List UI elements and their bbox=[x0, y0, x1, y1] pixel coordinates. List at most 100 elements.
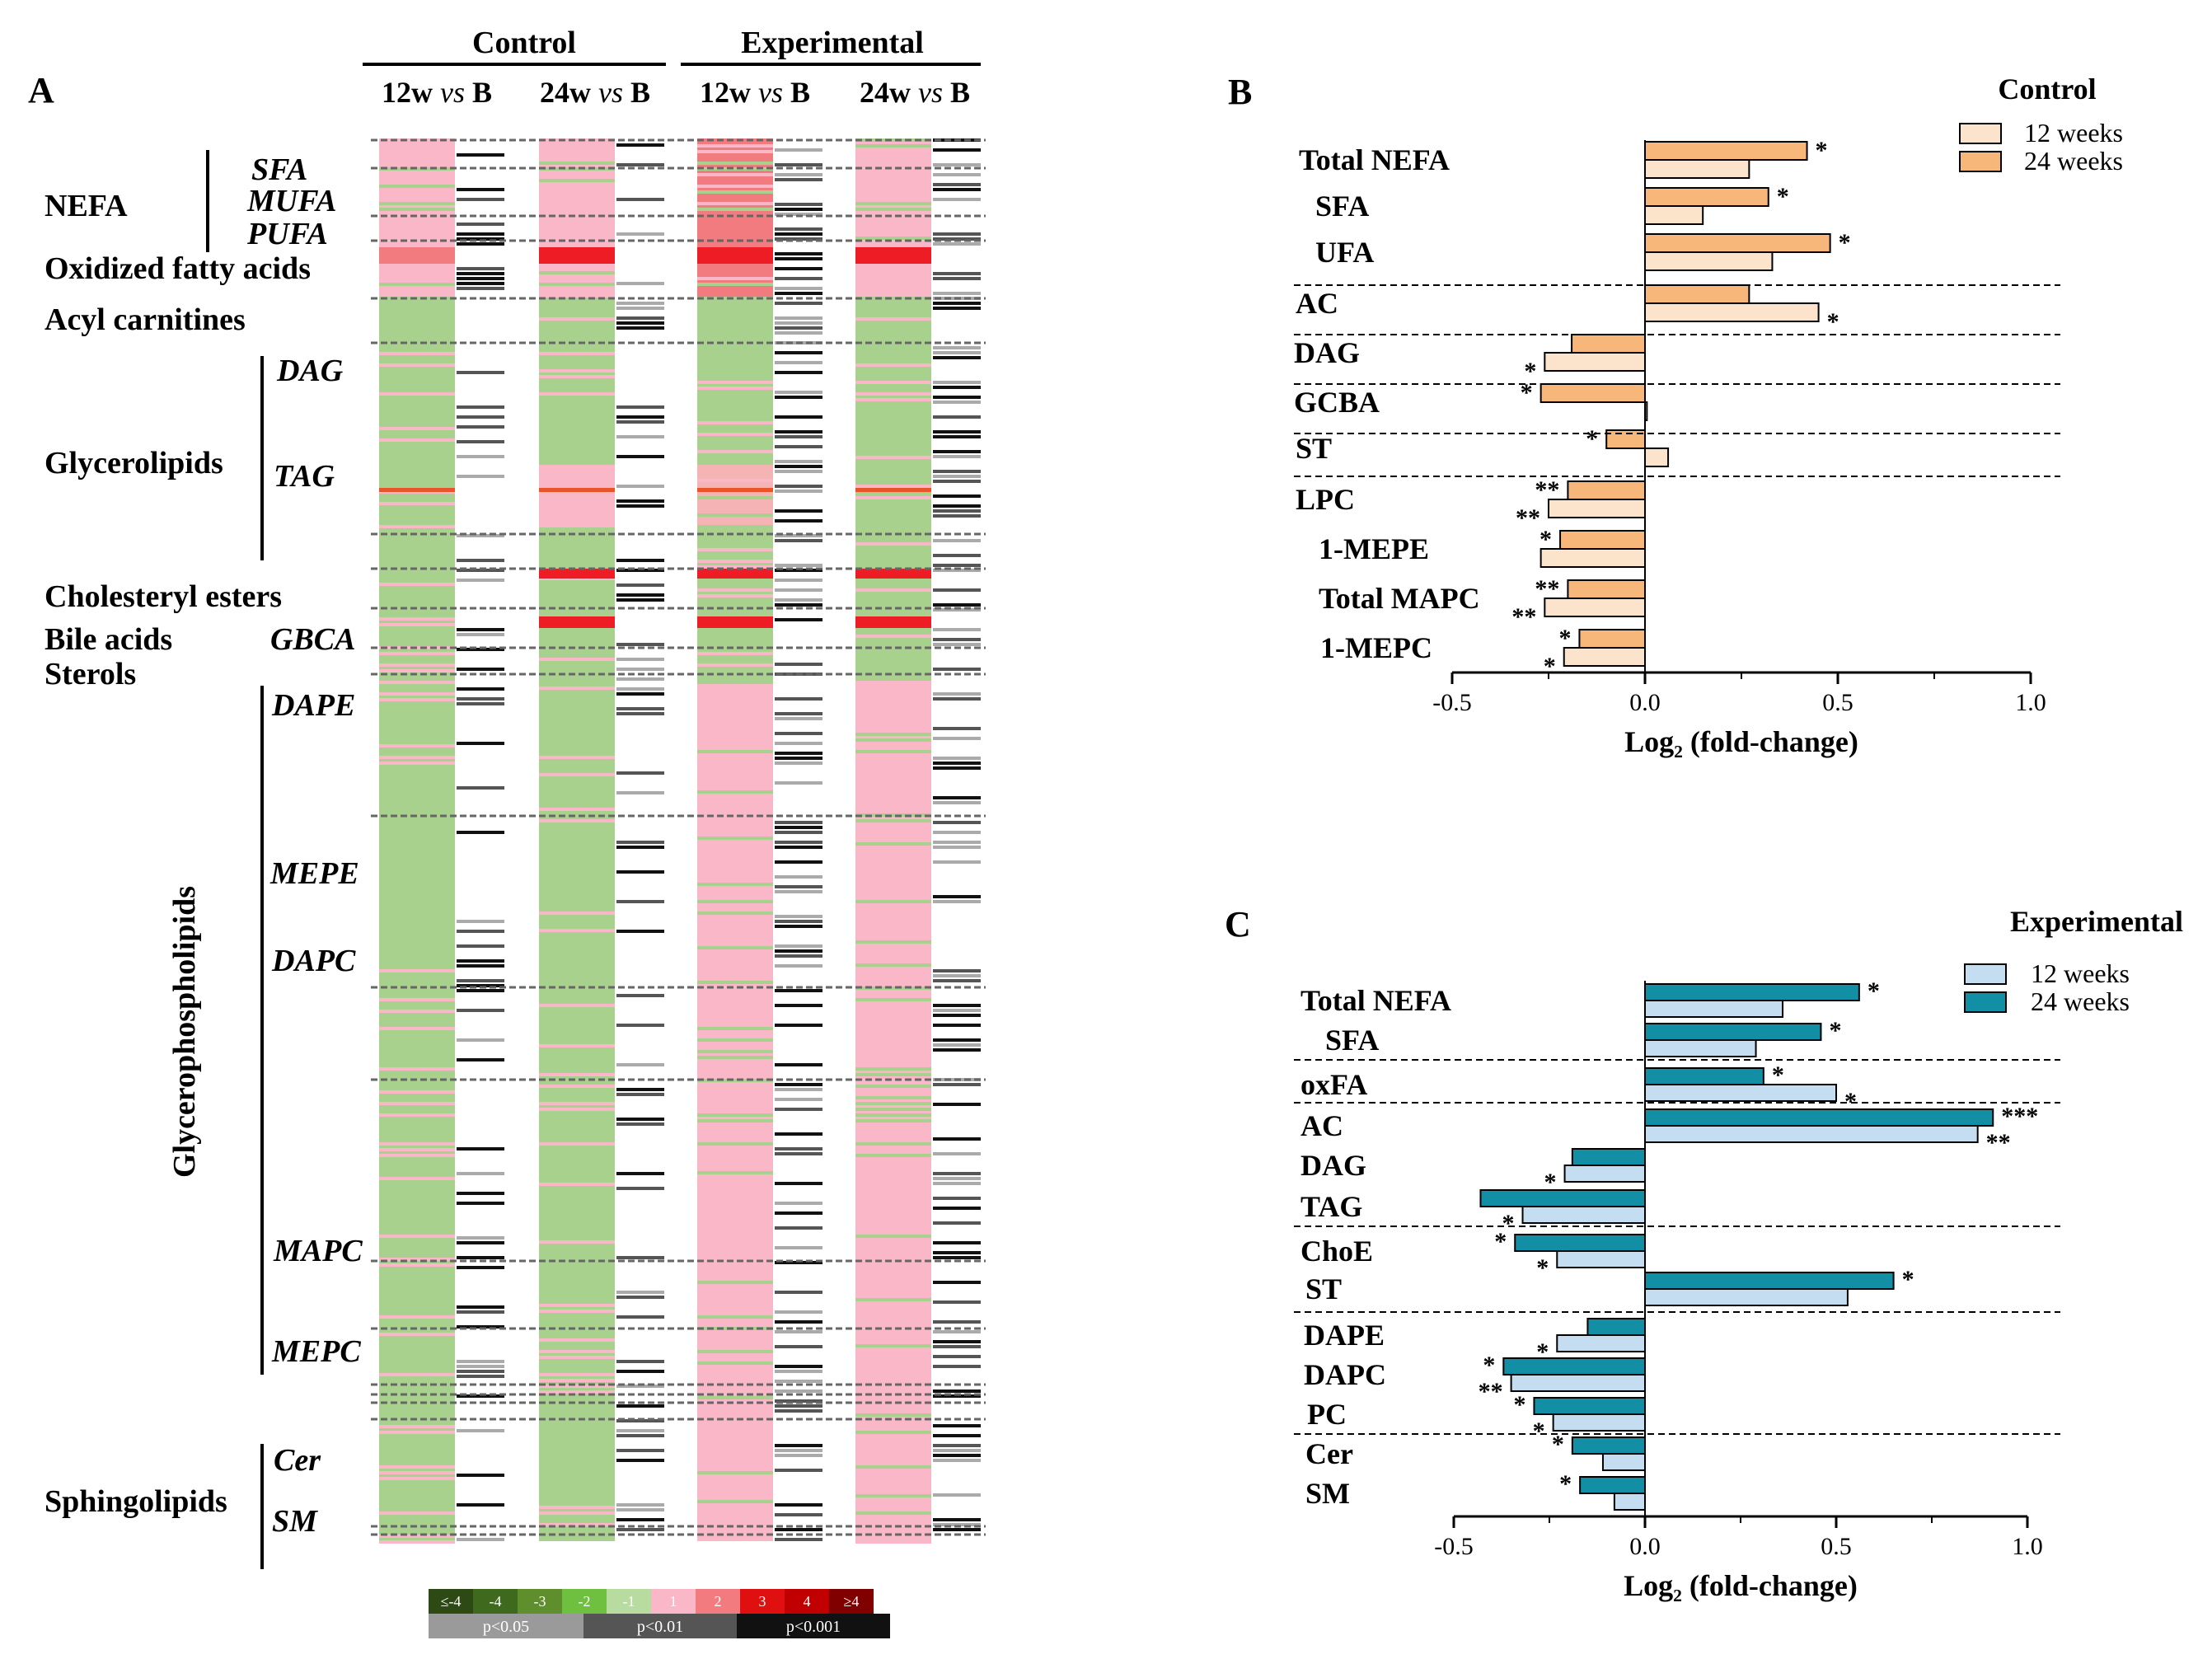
bar-24-weeks bbox=[1559, 530, 1647, 550]
legend-color-swatch bbox=[829, 1589, 874, 1614]
significance-label: * bbox=[1494, 1228, 1507, 1255]
col-header-control-24w: 24w vs B bbox=[540, 76, 650, 109]
significance-label: * bbox=[1816, 137, 1828, 164]
x-tick-label: 0.5 bbox=[1821, 1533, 1852, 1560]
legend-color-swatch bbox=[696, 1589, 740, 1614]
bar-12-weeks bbox=[1644, 1288, 1849, 1306]
category-label: DAPE bbox=[1304, 1319, 1385, 1352]
significance-label: * bbox=[1536, 1254, 1549, 1282]
bar-12-weeks bbox=[1521, 1206, 1647, 1224]
legend-color-swatch bbox=[607, 1589, 651, 1614]
bar-12-weeks bbox=[1644, 251, 1774, 271]
legend-pvalue-swatch bbox=[583, 1614, 737, 1638]
bar-24-weeks bbox=[1571, 334, 1646, 354]
bar-12-weeks bbox=[1644, 1084, 1837, 1102]
significance-label: * bbox=[1844, 1088, 1857, 1115]
bar-24-weeks bbox=[1644, 233, 1831, 253]
significance-label: * bbox=[1902, 1266, 1914, 1293]
legend-color-swatch bbox=[518, 1589, 562, 1614]
category-label: UFA bbox=[1315, 236, 1374, 269]
legend-pvalue-swatch bbox=[429, 1614, 583, 1638]
significance-label: * bbox=[1559, 1470, 1572, 1497]
panel-c-legend-12w-label: 12 weeks bbox=[2031, 958, 2130, 988]
label-tag: TAG bbox=[274, 459, 335, 494]
category-label: SM bbox=[1305, 1477, 1350, 1510]
significance-label: ** bbox=[1479, 1378, 1503, 1405]
x-axis-label: Log₂ (fold-change) bbox=[1624, 725, 1858, 758]
legend-color-label: -4 bbox=[490, 1593, 502, 1610]
bar-12-weeks bbox=[1644, 1000, 1784, 1018]
bar-24-weeks bbox=[1644, 1108, 1994, 1127]
bar-24-weeks bbox=[1644, 187, 1769, 207]
category-label: SFA bbox=[1315, 190, 1369, 223]
label-gbca: GBCA bbox=[270, 622, 355, 657]
bar-12-weeks bbox=[1563, 647, 1646, 667]
label-mepe: MEPE bbox=[269, 856, 359, 891]
x-tick-label: 0.0 bbox=[1629, 1533, 1661, 1560]
legend-color-swatch bbox=[785, 1589, 829, 1614]
bar-24-weeks bbox=[1579, 1476, 1646, 1494]
label-bile-acids: Bile acids bbox=[45, 622, 172, 657]
bar-12-weeks bbox=[1556, 1250, 1647, 1268]
category-label: Total NEFA bbox=[1299, 143, 1450, 176]
legend-color-label: 3 bbox=[759, 1593, 766, 1610]
label-pufa: PUFA bbox=[246, 217, 328, 251]
label-oxidized-fatty-acids: Oxidized fatty acids bbox=[45, 251, 311, 286]
significance-label: ** bbox=[1535, 575, 1559, 602]
bar-12-weeks bbox=[1644, 448, 1670, 467]
significance-label: * bbox=[1533, 1418, 1545, 1445]
label-sterols: Sterols bbox=[45, 657, 136, 691]
bar-12-weeks bbox=[1552, 1413, 1647, 1432]
label-dag: DAG bbox=[276, 354, 344, 388]
legend-color-swatch bbox=[562, 1589, 607, 1614]
panel-b: B Control 12 weeks 24 weeks * Total NEFA *… bbox=[1228, 72, 2123, 758]
label-glycerophospholipids: Glycerophospholipids bbox=[167, 886, 202, 1178]
legend-color-label: 1 bbox=[670, 1593, 677, 1610]
label-mufa: MUFA bbox=[246, 184, 336, 218]
bar-12-weeks bbox=[1613, 1493, 1647, 1511]
category-label: 1-MEPE bbox=[1319, 532, 1429, 565]
category-label: DAPC bbox=[1304, 1358, 1386, 1391]
category-label: Cer bbox=[1305, 1437, 1353, 1470]
significance-label: * bbox=[1777, 183, 1789, 210]
x-axis-label: Log₂ (fold-change) bbox=[1624, 1569, 1858, 1602]
legend-color-label: -3 bbox=[534, 1593, 546, 1610]
x-tick-label: 1.0 bbox=[2012, 1533, 2043, 1560]
x-tick-label: 0.0 bbox=[1629, 689, 1661, 716]
significance-label: * bbox=[1483, 1352, 1495, 1379]
header-control: Control bbox=[472, 26, 576, 60]
bar-24-weeks bbox=[1586, 1318, 1647, 1336]
heatmap bbox=[371, 138, 986, 1544]
bar-24-weeks bbox=[1644, 1023, 1822, 1041]
legend-color-label: 4 bbox=[804, 1593, 811, 1610]
heatmap-color-legend: ≤-4 -4 -3 -2 -1 1 2 3 4 ≥4 p<0.05 p<0.01 p<0.001 bbox=[429, 1589, 890, 1638]
category-label: PC bbox=[1307, 1398, 1347, 1431]
panel-b-legend-12w-label: 12 weeks bbox=[2024, 118, 2123, 148]
bar-24-weeks bbox=[1644, 141, 1808, 161]
significance-label: * bbox=[1544, 1169, 1557, 1196]
legend-color-swatch bbox=[651, 1589, 696, 1614]
legend-color-swatch bbox=[473, 1589, 518, 1614]
bar-24-weeks bbox=[1567, 579, 1647, 599]
category-label: ST bbox=[1305, 1272, 1342, 1305]
panel-b-chart: *Total NEFA*SFA*UFA*AC*DAG*GCBA*ST****LP… bbox=[1294, 137, 2060, 758]
bar-12-weeks bbox=[1544, 598, 1646, 617]
category-label: ChoE bbox=[1300, 1235, 1373, 1268]
label-cholesteryl-esters: Cholesteryl esters bbox=[45, 579, 282, 614]
category-label: oxFA bbox=[1300, 1068, 1367, 1101]
bar-12-weeks bbox=[1601, 1453, 1646, 1471]
label-sfa: SFA bbox=[251, 152, 307, 187]
bar-24-weeks bbox=[1539, 383, 1647, 403]
bar-24-weeks bbox=[1567, 480, 1647, 500]
x-tick-label: 1.0 bbox=[2015, 689, 2046, 716]
bar-24-weeks bbox=[1571, 1436, 1646, 1455]
significance-label: * bbox=[1539, 526, 1552, 553]
bar-12-weeks bbox=[1539, 548, 1647, 568]
significance-label: *** bbox=[2001, 1103, 2038, 1130]
label-mepc: MEPC bbox=[271, 1334, 361, 1369]
category-label: AC bbox=[1296, 287, 1338, 320]
panel-c: C Experimental 12 weeks 24 weeks * Total … bbox=[1225, 904, 2183, 1602]
significance-label: * bbox=[1586, 425, 1598, 452]
significance-label: * bbox=[1558, 625, 1571, 652]
